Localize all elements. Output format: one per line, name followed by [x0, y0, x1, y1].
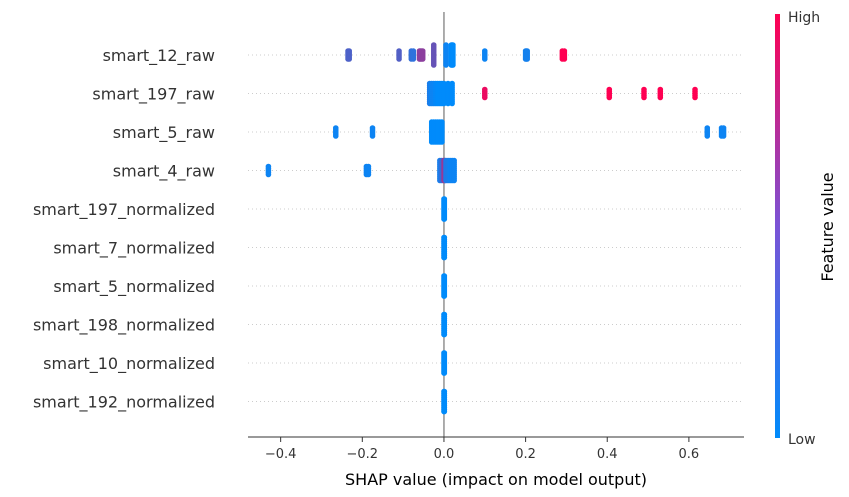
shap-point: [332, 133, 339, 139]
shap-point: [441, 293, 448, 299]
x-axis: −0.4 −0.2 0.0 0.2 0.4 0.6: [248, 436, 744, 462]
shap-point: [524, 56, 531, 62]
shap-point: [396, 56, 402, 62]
shap-point: [419, 56, 426, 62]
x-tick-label: −0.2: [347, 447, 379, 462]
shap-point: [606, 94, 613, 101]
feature-labels: smart_12_raw smart_197_raw smart_5_rawsmar…: [33, 46, 215, 413]
row-gridlines: [248, 54, 744, 402]
colorbar: High Low Feature value: [775, 10, 837, 448]
shap-point: [449, 100, 455, 107]
shap-point: [443, 62, 449, 68]
x-tick-label: −0.4: [265, 447, 297, 462]
shap-point: [441, 254, 448, 261]
shap-point: [481, 56, 488, 62]
shap-point: [441, 331, 448, 338]
shap-point: [450, 62, 456, 68]
shap-point: [410, 56, 417, 62]
feature-label: smart_10_normalized: [43, 354, 215, 374]
x-tick-label: 0.6: [679, 447, 700, 462]
feature-label: smart_197_raw: [92, 85, 215, 105]
feature-label: smart_12_raw: [103, 46, 215, 66]
shap-point: [441, 408, 448, 415]
shap-point: [346, 56, 353, 62]
shap-point: [451, 177, 457, 184]
shap-point: [481, 94, 488, 101]
shap-point: [365, 171, 372, 178]
feature-label: smart_5_raw: [113, 123, 215, 143]
x-tick-label: 0.4: [597, 447, 618, 462]
feature-label: smart_197_normalized: [33, 200, 215, 220]
x-axis-title: SHAP value (impact on model output): [345, 470, 647, 489]
shap-point: [657, 94, 664, 101]
shap-point: [441, 216, 448, 222]
feature-label: smart_7_normalized: [53, 239, 215, 259]
colorbar-low-label: Low: [788, 432, 816, 448]
colorbar-high-label: High: [788, 10, 820, 26]
shap-point: [720, 133, 727, 139]
shap-point: [430, 62, 437, 68]
colorbar-gradient: [775, 14, 780, 438]
feature-label: smart_192_normalized: [33, 393, 215, 413]
colorbar-title: Feature value: [818, 172, 837, 281]
shap-point: [265, 171, 272, 178]
shap-point: [641, 94, 647, 101]
feature-label: smart_5_normalized: [53, 277, 215, 297]
x-tick-label: 0.0: [434, 447, 455, 462]
shap-point: [439, 139, 445, 145]
shap-point: [369, 133, 376, 139]
shap-point: [441, 370, 448, 376]
x-tick-label: 0.2: [515, 447, 536, 462]
shap-point: [692, 94, 698, 101]
feature-label: smart_4_raw: [113, 162, 215, 182]
feature-label: smart_198_normalized: [33, 316, 215, 336]
shap-point: [704, 133, 711, 139]
shap-point: [561, 56, 568, 62]
shap-points: [265, 42, 727, 415]
